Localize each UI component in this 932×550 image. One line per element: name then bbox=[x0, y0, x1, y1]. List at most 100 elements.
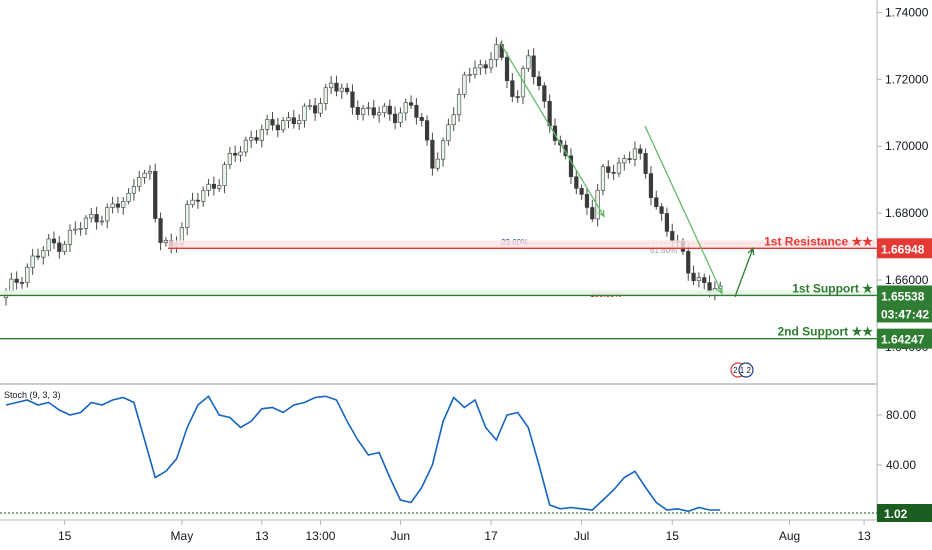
time-tick-label: Jun bbox=[391, 529, 410, 543]
level-label: 2nd Support ★★ bbox=[777, 325, 873, 339]
candle-body bbox=[158, 218, 163, 243]
candle-body bbox=[371, 107, 376, 116]
candle-body bbox=[606, 166, 611, 173]
down-arrow-1 bbox=[499, 42, 605, 217]
candle-body bbox=[435, 158, 440, 169]
candle-body bbox=[627, 158, 632, 160]
candle-body bbox=[238, 151, 243, 156]
candle-body bbox=[590, 207, 595, 220]
candle-body bbox=[664, 213, 670, 232]
candle-body bbox=[350, 91, 355, 108]
main-pane[interactable] bbox=[0, 0, 877, 383]
candle-body bbox=[110, 203, 115, 208]
candle-body bbox=[584, 194, 590, 208]
candle-body bbox=[297, 120, 302, 124]
candle-body bbox=[430, 139, 435, 169]
candle-body bbox=[291, 117, 296, 124]
candle-body bbox=[19, 282, 25, 284]
candle-body bbox=[190, 199, 195, 205]
candle-body bbox=[307, 105, 312, 107]
candle-body bbox=[467, 74, 472, 76]
stoch-value-tag: 1.02 bbox=[877, 504, 932, 522]
stoch-line bbox=[5, 395, 721, 513]
candle-body bbox=[526, 55, 531, 69]
time-tick-label: 17 bbox=[484, 529, 498, 543]
stoch-tag-label: 1.02 bbox=[884, 507, 908, 521]
candle-body bbox=[185, 204, 190, 228]
stoch-tick-label: 80.00 bbox=[886, 408, 916, 422]
candle-body bbox=[94, 214, 99, 223]
candle-body bbox=[686, 251, 691, 274]
candle-body bbox=[14, 278, 19, 283]
candle-body bbox=[574, 176, 579, 189]
candle-body bbox=[638, 148, 643, 154]
stoch-title[interactable]: Stoch (9, 3, 3) bbox=[4, 390, 61, 400]
down-arrow-2 bbox=[644, 125, 723, 294]
candle-body bbox=[419, 117, 424, 121]
price-tag-label: 1.64247 bbox=[881, 333, 925, 347]
price-tick-label: 1.72000 bbox=[885, 72, 929, 86]
time-tick-label: 15 bbox=[58, 529, 72, 543]
candle-body bbox=[73, 228, 78, 231]
candle-body bbox=[531, 55, 536, 78]
candle-body bbox=[254, 137, 259, 141]
level-label: 1st Support ★ bbox=[792, 281, 873, 295]
candle-body bbox=[494, 44, 499, 60]
candle-body bbox=[408, 102, 414, 106]
trend-arrows[interactable] bbox=[499, 42, 755, 297]
event-badge[interactable]: 2 1 2 bbox=[730, 362, 754, 378]
candle-body bbox=[542, 85, 547, 102]
down-arrow-2-head bbox=[716, 286, 723, 295]
candle-body bbox=[616, 162, 622, 174]
price-tick-label: 1.68000 bbox=[885, 206, 929, 220]
candle-body bbox=[131, 186, 137, 194]
candle-body bbox=[249, 137, 254, 141]
candle-body bbox=[323, 87, 328, 104]
candle-body bbox=[579, 188, 584, 195]
time-tick-label: 15 bbox=[666, 529, 680, 543]
candle-body bbox=[227, 152, 232, 165]
candle-body bbox=[515, 96, 520, 98]
candle-body bbox=[451, 114, 456, 126]
candle-body bbox=[361, 108, 366, 115]
candle-body bbox=[46, 238, 51, 252]
candle-body bbox=[195, 199, 200, 202]
price-tag-label: 1.66948 bbox=[881, 242, 925, 256]
candle-body bbox=[632, 148, 638, 160]
candle-body bbox=[286, 117, 291, 121]
candle-body bbox=[366, 107, 371, 110]
event-flag-icon-2[interactable] bbox=[738, 362, 754, 378]
candle-body bbox=[153, 170, 158, 219]
stoch-axis[interactable]: 80.00 40.00 bbox=[877, 408, 916, 472]
stochastic-indicator[interactable] bbox=[0, 395, 877, 514]
levels[interactable]: 1st Resistance ★★ 1st Support ★ 2nd Suppor… bbox=[0, 234, 877, 340]
candle-body bbox=[659, 206, 664, 214]
candle-body bbox=[126, 192, 131, 202]
candle-body bbox=[35, 255, 41, 258]
candle-body bbox=[67, 229, 73, 245]
time-axis[interactable]: 15 May 13 13:00 Jun 17 Jul 15 Aug 13 bbox=[58, 520, 871, 543]
candle-body bbox=[41, 250, 46, 258]
candle-body bbox=[643, 153, 648, 174]
candle-body bbox=[488, 59, 494, 69]
time-tick-label: Jul bbox=[574, 529, 589, 543]
candle-body bbox=[398, 112, 403, 123]
support-zone bbox=[0, 290, 877, 296]
projection-arrow-head bbox=[747, 246, 755, 256]
resistance-zone bbox=[168, 240, 877, 249]
candle-body bbox=[456, 93, 462, 116]
stoch-pane[interactable] bbox=[0, 385, 877, 520]
candle-body bbox=[382, 105, 387, 113]
candle-body bbox=[265, 119, 270, 130]
stoch-tag-bg bbox=[877, 504, 932, 522]
countdown-bg bbox=[877, 305, 932, 323]
candle-body bbox=[414, 105, 419, 118]
candle-body bbox=[339, 87, 344, 92]
candle-body bbox=[446, 124, 451, 142]
candle-body bbox=[654, 197, 659, 208]
candle-body bbox=[9, 278, 14, 292]
candle-body bbox=[355, 107, 360, 115]
candle-body bbox=[201, 190, 206, 202]
candle-body bbox=[622, 158, 627, 164]
